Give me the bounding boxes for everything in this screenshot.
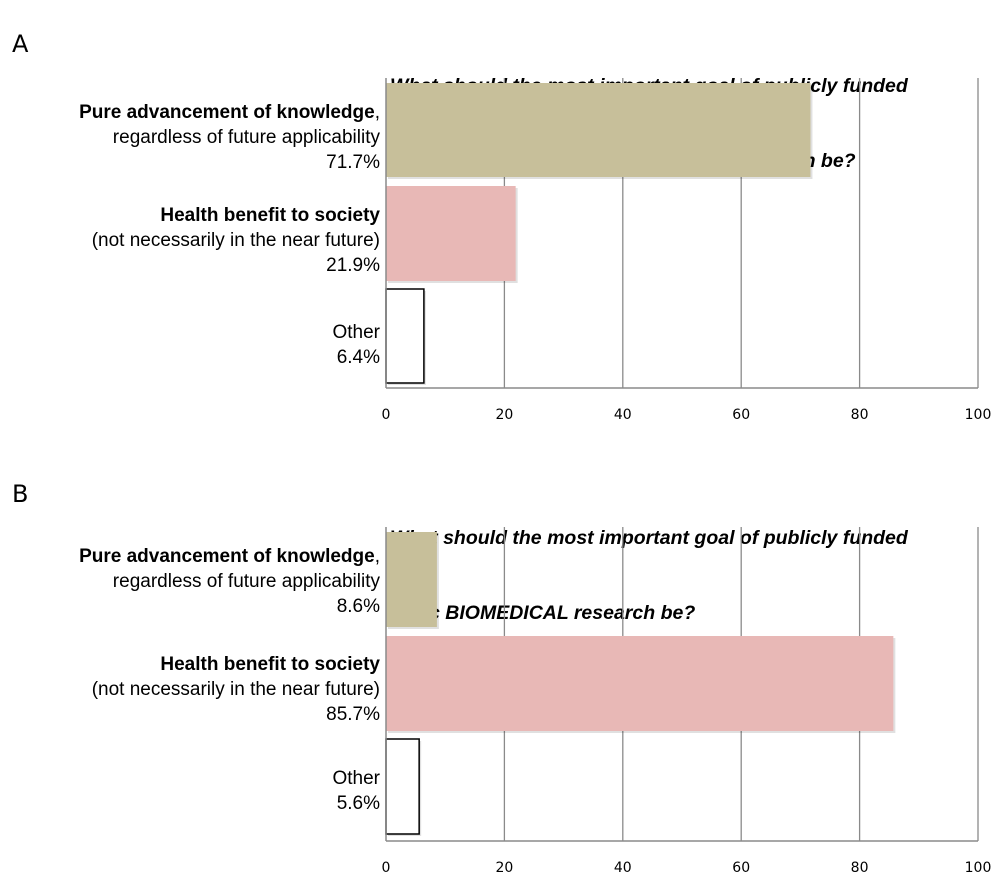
category-name: Other (332, 768, 380, 789)
category-label-health: Health benefit to society (not necessari… (0, 203, 380, 278)
category-name-suffix: , (374, 102, 380, 123)
x-tick-label: 40 (614, 407, 632, 423)
bar-chart-b: 0 20 40 60 80 100 (382, 527, 992, 876)
x-tick-label: 100 (965, 860, 992, 876)
x-tick-label: 60 (732, 860, 750, 876)
category-detail: (not necessarily in the near future) (91, 230, 380, 251)
chart-panel-b: B What should the most important goal of… (0, 447, 1000, 894)
category-name: Health benefit to society (160, 205, 380, 226)
bar (385, 288, 425, 384)
x-tick-label: 20 (495, 407, 513, 423)
x-tick-label: 40 (614, 860, 632, 876)
category-label-other: Other 6.4% (0, 320, 380, 370)
category-detail: (not necessarily in the near future) (91, 679, 380, 700)
bar (386, 83, 811, 177)
bar (386, 636, 894, 731)
category-percentage: 85.7% (326, 704, 380, 725)
category-name-suffix: , (374, 546, 380, 567)
bar (386, 186, 516, 281)
x-tick-label: 20 (495, 860, 513, 876)
category-percentage: 6.4% (336, 347, 380, 368)
category-name: Health benefit to society (160, 654, 380, 675)
bar (386, 532, 437, 627)
category-name: Pure advancement of knowledge (79, 546, 375, 567)
panel-letter: A (12, 30, 29, 58)
bar (385, 738, 420, 835)
category-name: Other (332, 322, 380, 343)
category-label-health: Health benefit to society (not necessari… (0, 652, 380, 727)
x-tick-label: 0 (382, 407, 391, 423)
category-percentage: 5.6% (336, 793, 380, 814)
category-percentage: 71.7% (326, 152, 380, 173)
category-label-knowledge: Pure advancement of knowledge, regardles… (0, 100, 380, 175)
x-tick-label: 60 (732, 407, 750, 423)
panel-letter: B (12, 480, 29, 508)
category-label-knowledge: Pure advancement of knowledge, regardles… (0, 544, 380, 619)
x-tick-label: 0 (382, 860, 391, 876)
x-tick-label: 100 (965, 407, 992, 423)
x-tick-label: 80 (851, 860, 869, 876)
x-tick-label: 80 (851, 407, 869, 423)
category-percentage: 8.6% (336, 596, 380, 617)
bar-chart-a: 0 20 40 60 80 100 (382, 78, 992, 423)
category-label-other: Other 5.6% (0, 766, 380, 816)
category-percentage: 21.9% (326, 255, 380, 276)
category-detail: regardless of future applicability (112, 571, 380, 592)
category-name: Pure advancement of knowledge (79, 102, 375, 123)
category-detail: regardless of future applicability (112, 127, 380, 148)
chart-panel-a: A What should the most important goal of… (0, 30, 992, 423)
